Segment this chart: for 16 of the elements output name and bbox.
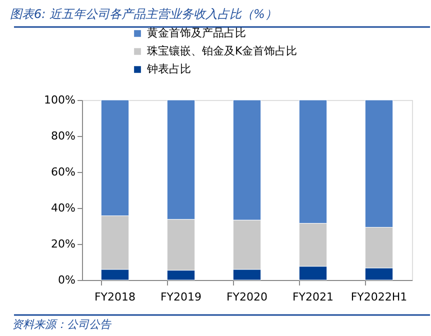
x-tick-label: FY2021: [292, 290, 334, 304]
x-tick-label: FY2018: [94, 290, 136, 304]
y-tick-label: 100%: [44, 94, 76, 106]
y-tick-label: 0%: [58, 274, 76, 286]
legend-label: 钟表占比: [146, 62, 191, 76]
legend-label: 黄金首饰及产品占比: [147, 26, 246, 40]
x-tick-label: FY2019: [160, 290, 202, 304]
x-tick-label: FY2020: [226, 290, 268, 304]
y-tick-label: 80%: [51, 130, 76, 142]
y-tick-label: 20%: [51, 238, 76, 250]
legend-label: 珠宝镶嵌、铂金及K金首饰占比: [147, 44, 298, 58]
x-tick-label: FY2022H1: [350, 290, 408, 304]
text: 资料来源：公司公告: [12, 318, 112, 331]
y-tick-label: 40%: [51, 202, 76, 214]
chart-title: 图表6: 近五年公司各产品主营业务收入占比（%）: [10, 7, 277, 21]
y-tick-label: 60%: [51, 166, 76, 178]
